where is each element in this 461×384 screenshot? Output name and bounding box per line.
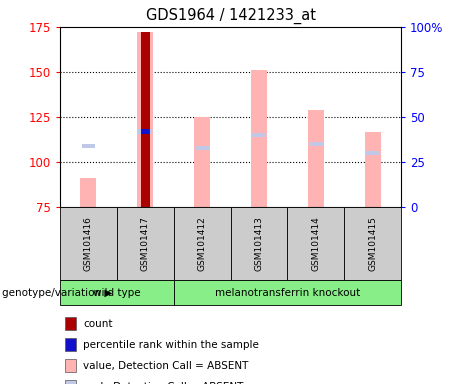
Text: value, Detection Call = ABSENT: value, Detection Call = ABSENT: [83, 361, 248, 371]
Bar: [82, 144, 95, 148]
Bar: [251, 70, 267, 207]
Bar: [141, 32, 149, 207]
Bar: [366, 151, 379, 156]
Text: GSM101413: GSM101413: [254, 217, 263, 271]
Text: genotype/variation ▶: genotype/variation ▶: [2, 288, 112, 298]
Text: GSM101416: GSM101416: [84, 217, 93, 271]
Text: count: count: [83, 318, 112, 329]
Text: GSM101415: GSM101415: [368, 217, 377, 271]
Bar: [252, 133, 266, 137]
Bar: [80, 179, 96, 207]
Bar: [138, 129, 152, 134]
Text: GSM101414: GSM101414: [311, 217, 320, 271]
Bar: [137, 32, 153, 207]
Bar: [141, 129, 149, 134]
Bar: [308, 110, 324, 207]
Text: percentile rank within the sample: percentile rank within the sample: [83, 339, 259, 350]
Text: rank, Detection Call = ABSENT: rank, Detection Call = ABSENT: [83, 382, 243, 384]
Text: melanotransferrin knockout: melanotransferrin knockout: [215, 288, 360, 298]
Bar: [365, 132, 381, 207]
Text: GSM101417: GSM101417: [141, 217, 150, 271]
Text: wild type: wild type: [93, 288, 141, 298]
Bar: [194, 117, 210, 207]
Text: GSM101412: GSM101412: [198, 217, 207, 271]
Bar: [195, 146, 209, 150]
Bar: [309, 142, 323, 146]
Title: GDS1964 / 1421233_at: GDS1964 / 1421233_at: [146, 8, 315, 24]
